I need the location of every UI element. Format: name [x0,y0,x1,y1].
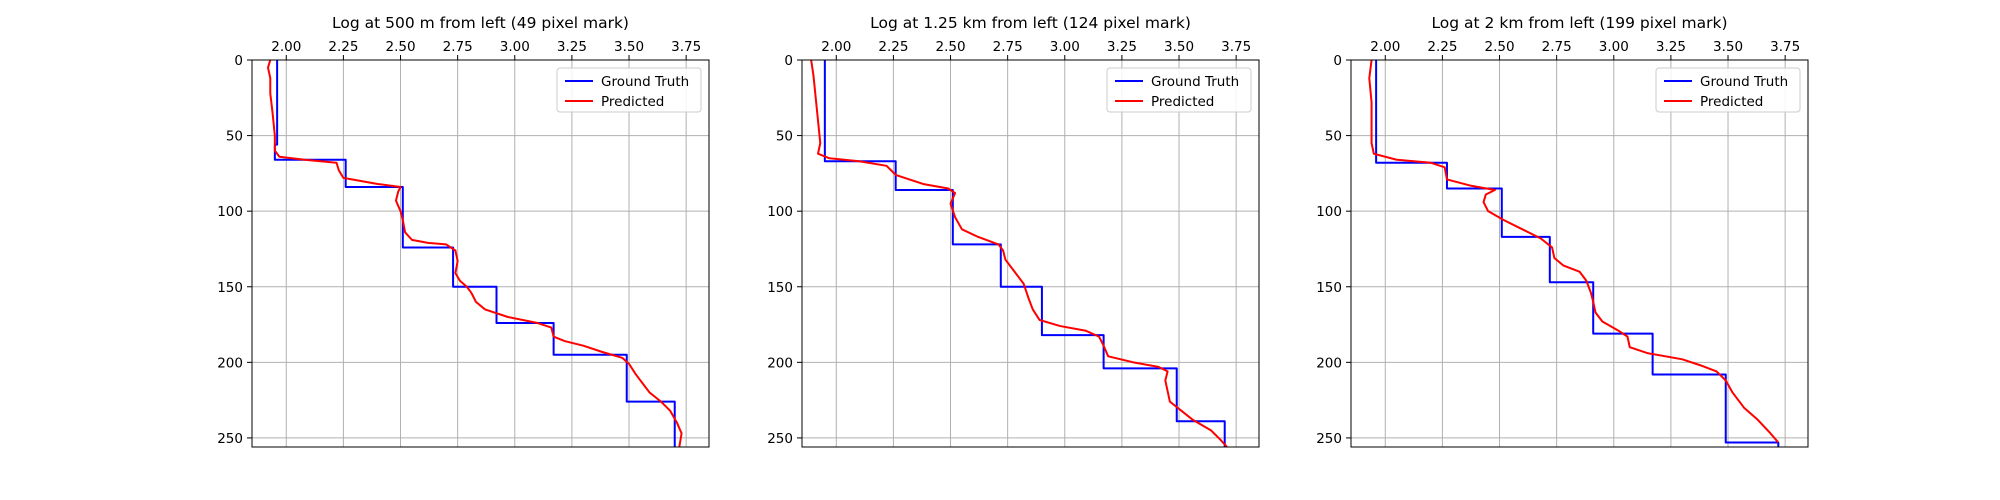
chart-panel-1: 2.00 2.25 2.50 2.75 3.00 3.25 3.50 3.75 0 50 100 15… [217,14,710,448]
x-tick-label: 2.75 [993,39,1023,55]
y-tick-label: 250 [767,431,793,447]
y-tick-label: 100 [1316,204,1342,220]
series-line-predicted [1368,59,1780,444]
x-tick-label: 3.50 [614,39,644,55]
y-tick-label: 100 [767,204,793,220]
chart-title: Log at 500 m from left (49 pixel mark) [332,14,629,32]
x-tick-label: 2.75 [1542,39,1572,55]
axes-frame [251,59,710,448]
x-tick-label: 3.50 [1713,39,1743,55]
legend-label: Predicted [1151,94,1214,110]
plot-area [1351,60,1808,447]
x-tick-label: 2.50 [935,39,965,55]
legend-label: Ground Truth [601,74,689,90]
plot-area [252,60,709,447]
y-tick-label: 200 [767,355,793,371]
y-tick-label: 0 [234,53,243,69]
x-tick-label: 2.25 [1427,39,1457,55]
chart-title: Log at 2 km from left (199 pixel mark) [1431,14,1727,32]
y-tick-label: 150 [217,280,243,296]
x-tick-label: 2.50 [385,39,415,55]
legend-label: Ground Truth [1151,74,1239,90]
x-tick-label: 3.00 [500,39,530,55]
chart-title: Log at 1.25 km from left (124 pixel mark… [870,14,1191,32]
x-tick-label: 3.00 [1599,39,1629,55]
y-tick-label: 200 [217,355,243,371]
chart-panel-3: 2.00 2.25 2.50 2.75 3.00 3.25 3.50 3.75 0 50 100 15… [1316,14,1809,448]
x-tick-label: 2.00 [1370,39,1400,55]
y-tick-label: 0 [784,53,793,69]
x-tick-label: 2.25 [878,39,908,55]
x-tick-label: 2.75 [443,39,473,55]
y-tick-label: 250 [1316,431,1342,447]
x-tick-label: 3.25 [557,39,587,55]
y-tick-label: 50 [776,129,793,145]
x-tick-label: 3.25 [1107,39,1137,55]
legend-label: Predicted [1700,94,1763,110]
y-tick-label: 150 [1316,280,1342,296]
axes-frame [1350,59,1809,448]
x-tick-label: 3.75 [1770,39,1800,55]
plot-area [802,60,1259,447]
series-line-predicted [810,59,1228,448]
y-tick-label: 150 [767,280,793,296]
x-tick-label: 3.75 [1221,39,1251,55]
y-tick-label: 50 [1325,129,1342,145]
x-tick-label: 2.00 [821,39,851,55]
y-tick-label: 250 [217,431,243,447]
axes-frame [801,59,1260,448]
legend-label: Ground Truth [1700,74,1788,90]
legend: Ground Truth Predicted [1655,67,1801,113]
legend: Ground Truth Predicted [556,67,702,113]
chart-panel-2: 2.00 2.25 2.50 2.75 3.00 3.25 3.50 3.75 0 50 100 15… [767,14,1260,448]
y-tick-label: 50 [226,129,243,145]
series-line-predicted [266,59,683,448]
x-tick-label: 3.25 [1656,39,1686,55]
x-tick-label: 2.25 [328,39,358,55]
x-tick-label: 3.75 [671,39,701,55]
x-tick-label: 2.00 [271,39,301,55]
legend: Ground Truth Predicted [1106,67,1252,113]
legend-label: Predicted [601,94,664,110]
x-tick-label: 3.50 [1164,39,1194,55]
y-tick-label: 200 [1316,355,1342,371]
x-tick-label: 3.00 [1050,39,1080,55]
chart-panels: 2.00 2.25 2.50 2.75 3.00 3.25 3.50 3.75 0 50 100 15… [217,14,1809,448]
y-tick-label: 0 [1333,53,1342,69]
x-tick-label: 2.50 [1484,39,1514,55]
y-tick-label: 100 [217,204,243,220]
